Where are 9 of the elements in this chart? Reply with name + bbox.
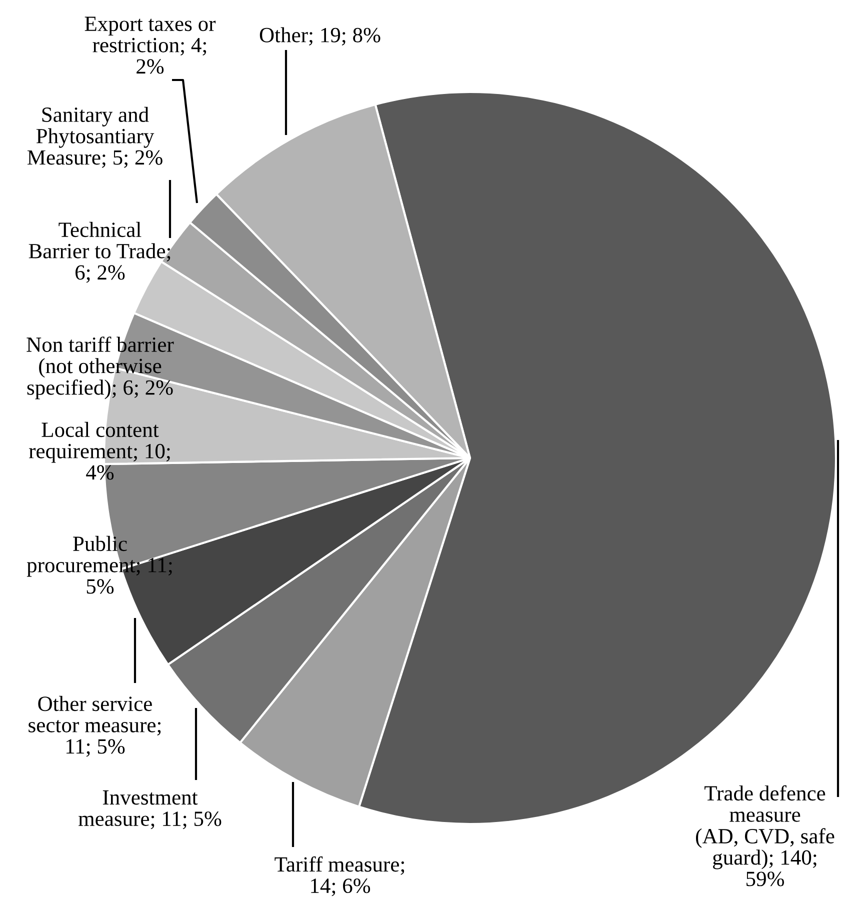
slice-label: Local content requirement; 10; 4%	[28, 422, 170, 480]
slice-label: Tariff measure; 14; 6%	[274, 856, 404, 896]
slice-label: Other; 19; 8%	[260, 27, 380, 46]
slice-label: Trade defence measure (AD, CVD, safe guard); 140; 59%	[696, 785, 834, 886]
slice-label: Technical Barrier to Trade; 6; 2%	[28, 222, 170, 283]
slice-label: Sanitary and Phytosantiary Measure; 5; 2%	[27, 106, 162, 168]
slice-label: Export taxes or restriction; 4; 2%	[84, 16, 216, 74]
slice-label: Investment measure; 11; 5%	[78, 790, 222, 830]
slice-label: Other service sector measure; 11; 5%	[28, 696, 161, 757]
